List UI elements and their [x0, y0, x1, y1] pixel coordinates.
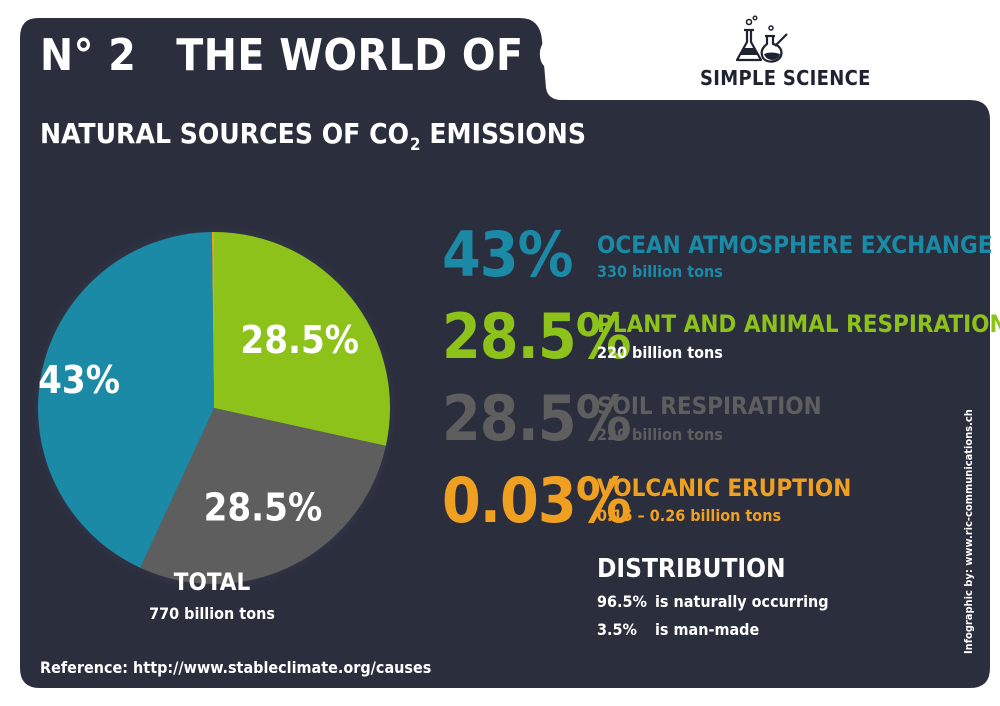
legend-name-plant: PLANT AND ANIMAL RESPIRATION — [597, 310, 1000, 338]
legend-amount-ocean: 330 billion tons — [597, 262, 723, 281]
reference-link[interactable]: Reference: http://www.stableclimate.org/… — [40, 658, 432, 677]
pie-label-plant: 28.5% — [240, 318, 359, 362]
pie-slice-plant — [214, 232, 390, 446]
distribution-text: is man-made — [655, 620, 760, 639]
brand-name: SIMPLE SCIENCE — [700, 66, 871, 90]
total-label: TOTAL — [173, 568, 251, 596]
page-subtitle: NATURAL SOURCES OF CO2 EMISSIONS — [40, 117, 587, 153]
legend-amount-volcanic: 0.15 – 0.26 billion tons — [597, 506, 782, 525]
issue-number: N° 2 — [40, 30, 137, 81]
pie-slice-volcanic — [211, 232, 214, 408]
page-title: N° 2 THE WORLD OF CO2 — [40, 34, 618, 83]
science-flasks-icon — [735, 15, 788, 63]
distribution-pct: 96.5% — [597, 592, 647, 611]
legend-name-volcanic: VOLCANIC ERUPTION — [597, 474, 852, 502]
legend-amount-soil: 220 billion tons — [597, 425, 723, 444]
legend-pct-volcanic: 0.03% — [442, 464, 632, 537]
distribution-pct: 3.5% — [597, 620, 637, 639]
legend-pct-soil: 28.5% — [442, 382, 632, 455]
legend-pct-plant: 28.5% — [442, 300, 632, 373]
distribution-text: is naturally occurring — [655, 592, 829, 611]
subtitle-text: NATURAL SOURCES OF CO — [40, 117, 410, 150]
pie-label-soil: 28.5% — [204, 486, 323, 530]
legend-name-ocean: OCEAN ATMOSPHERE EXCHANGE — [597, 231, 993, 259]
title-subscript: 2 — [602, 56, 619, 85]
title-text: THE WORLD OF CO — [176, 30, 602, 81]
distribution-row-natural: 96.5% is naturally occurring — [597, 592, 829, 611]
legend-amount-plant: 220 billion tons — [597, 343, 723, 362]
pie-label-ocean: 43% — [38, 358, 120, 402]
subtitle-subscript: 2 — [410, 133, 421, 154]
credit-text: Infographic by: www.ric-communications.c… — [962, 409, 975, 654]
subtitle-rest: EMISSIONS — [420, 117, 587, 150]
pie-slice-soil — [140, 408, 386, 584]
distribution-title: DISTRIBUTION — [597, 554, 786, 584]
total-value: 770 billion tons — [149, 604, 275, 623]
pie-slice-ocean — [37, 232, 214, 568]
legend-name-soil: SOIL RESPIRATION — [597, 392, 822, 420]
distribution-row-manmade: 3.5% is man-made — [597, 620, 759, 639]
pie-chart: 28.5% 28.5% 43% — [30, 222, 400, 594]
legend-pct-ocean: 43% — [442, 218, 574, 291]
